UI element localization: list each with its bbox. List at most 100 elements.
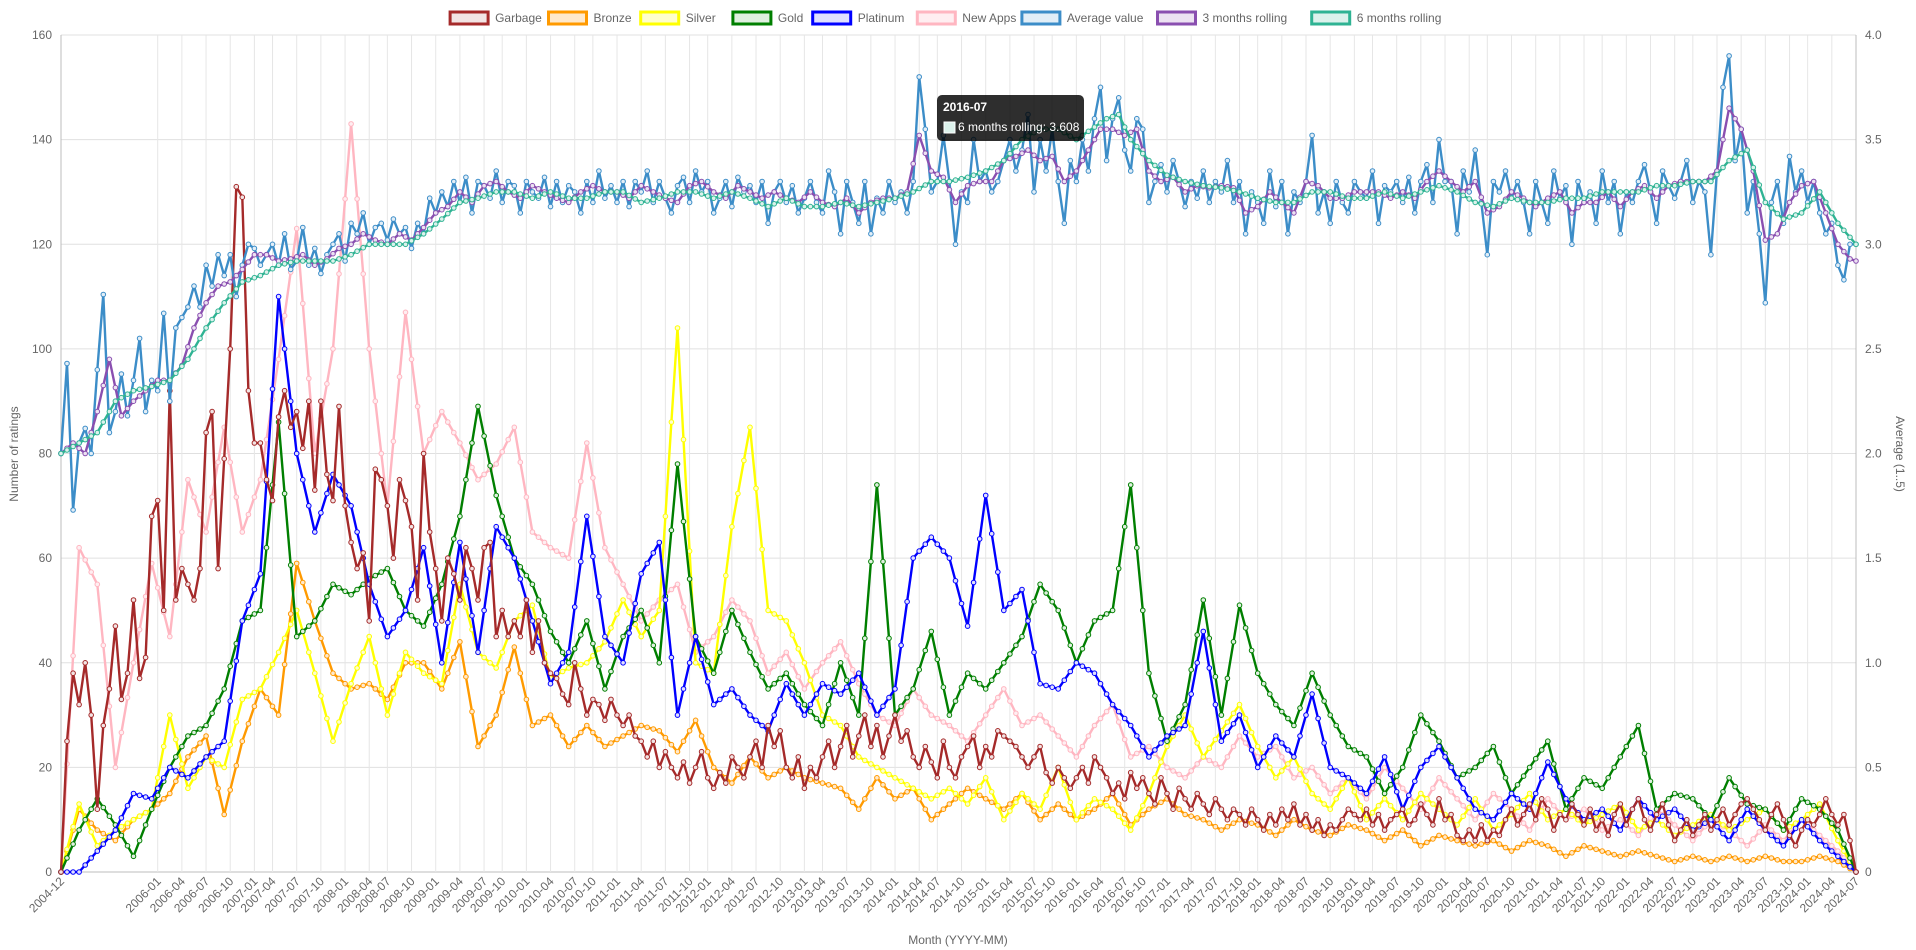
data-point[interactable]: [505, 436, 512, 443]
data-point[interactable]: [1798, 858, 1805, 865]
data-point[interactable]: [1792, 858, 1799, 865]
data-point[interactable]: [1436, 168, 1442, 174]
data-point[interactable]: [1466, 189, 1472, 195]
data-point[interactable]: [1472, 147, 1478, 153]
data-point[interactable]: [487, 191, 493, 197]
data-point[interactable]: [922, 703, 929, 710]
data-point[interactable]: [1816, 189, 1823, 195]
data-point[interactable]: [1545, 220, 1551, 227]
data-point[interactable]: [741, 457, 747, 464]
data-point[interactable]: [1496, 808, 1503, 814]
data-point[interactable]: [1835, 827, 1841, 833]
data-point[interactable]: [1629, 818, 1636, 825]
data-point[interactable]: [372, 241, 379, 248]
data-point[interactable]: [686, 728, 693, 734]
data-point[interactable]: [1357, 189, 1364, 195]
data-point[interactable]: [209, 291, 215, 298]
data-point[interactable]: [1170, 806, 1176, 813]
data-point[interactable]: [251, 611, 258, 617]
data-point[interactable]: [862, 684, 868, 691]
data-point[interactable]: [541, 191, 548, 197]
data-point[interactable]: [729, 686, 735, 692]
data-point[interactable]: [1605, 199, 1611, 206]
data-point[interactable]: [1067, 785, 1074, 792]
data-point[interactable]: [426, 673, 433, 680]
data-point[interactable]: [1049, 806, 1055, 813]
data-point[interactable]: [1067, 668, 1074, 675]
data-point[interactable]: [372, 398, 379, 405]
data-point[interactable]: [1091, 124, 1098, 130]
data-point[interactable]: [142, 794, 149, 800]
data-point[interactable]: [1466, 196, 1472, 202]
data-point[interactable]: [964, 174, 971, 181]
data-point[interactable]: [1182, 178, 1188, 185]
data-point[interactable]: [1134, 733, 1140, 739]
data-point[interactable]: [1532, 816, 1539, 823]
data-point[interactable]: [1496, 189, 1503, 195]
data-point[interactable]: [837, 199, 844, 206]
data-point[interactable]: [1037, 157, 1043, 164]
data-point[interactable]: [1804, 823, 1811, 830]
data-point[interactable]: [1677, 792, 1684, 799]
data-point[interactable]: [517, 191, 524, 197]
data-point[interactable]: [245, 602, 252, 609]
data-point[interactable]: [1248, 806, 1255, 813]
data-point[interactable]: [94, 429, 101, 436]
data-point[interactable]: [324, 471, 330, 478]
data-point[interactable]: [668, 191, 675, 197]
data-point[interactable]: [414, 663, 421, 670]
data-point[interactable]: [1720, 789, 1726, 795]
data-point[interactable]: [686, 626, 693, 633]
data-point[interactable]: [1369, 193, 1376, 199]
data-point[interactable]: [1127, 754, 1134, 760]
data-point[interactable]: [1393, 178, 1400, 185]
data-point[interactable]: [112, 408, 119, 415]
data-point[interactable]: [263, 251, 270, 258]
data-point[interactable]: [1551, 846, 1557, 853]
data-point[interactable]: [173, 736, 179, 743]
data-point[interactable]: [1303, 712, 1309, 718]
data-point[interactable]: [825, 168, 832, 174]
data-point[interactable]: [82, 425, 88, 432]
data-point[interactable]: [1653, 853, 1660, 860]
data-point[interactable]: [245, 241, 252, 248]
data-point[interactable]: [384, 241, 391, 248]
data-point[interactable]: [360, 271, 367, 277]
data-point[interactable]: [590, 553, 596, 560]
data-point[interactable]: [197, 740, 203, 746]
data-point[interactable]: [1641, 187, 1648, 193]
data-point[interactable]: [638, 738, 645, 745]
data-point[interactable]: [1829, 210, 1835, 216]
data-point[interactable]: [1671, 195, 1678, 201]
data-point[interactable]: [1853, 869, 1859, 875]
data-point[interactable]: [1472, 806, 1478, 813]
data-point[interactable]: [1345, 806, 1352, 813]
data-point[interactable]: [124, 820, 131, 827]
data-point[interactable]: [88, 855, 94, 861]
data-point[interactable]: [777, 675, 784, 682]
data-point[interactable]: [650, 189, 657, 195]
data-point[interactable]: [771, 712, 778, 718]
data-point[interactable]: [215, 761, 221, 767]
data-point[interactable]: [318, 398, 324, 405]
data-point[interactable]: [251, 586, 258, 593]
data-point[interactable]: [1254, 816, 1261, 823]
data-point[interactable]: [529, 189, 536, 195]
data-point[interactable]: [1230, 806, 1237, 813]
data-point[interactable]: [553, 639, 560, 645]
data-point[interactable]: [426, 226, 433, 232]
data-point[interactable]: [1236, 712, 1243, 718]
data-point[interactable]: [1575, 195, 1581, 201]
data-point[interactable]: [1327, 822, 1333, 828]
data-point[interactable]: [1448, 811, 1454, 818]
data-point[interactable]: [1260, 220, 1267, 227]
data-point[interactable]: [1823, 231, 1829, 237]
data-point[interactable]: [584, 440, 590, 446]
data-point[interactable]: [1212, 178, 1219, 185]
data-point[interactable]: [547, 189, 554, 195]
data-point[interactable]: [1224, 675, 1231, 682]
data-point[interactable]: [185, 733, 191, 739]
data-point[interactable]: [1563, 853, 1569, 860]
data-point[interactable]: [964, 670, 971, 677]
data-point[interactable]: [1134, 143, 1140, 150]
